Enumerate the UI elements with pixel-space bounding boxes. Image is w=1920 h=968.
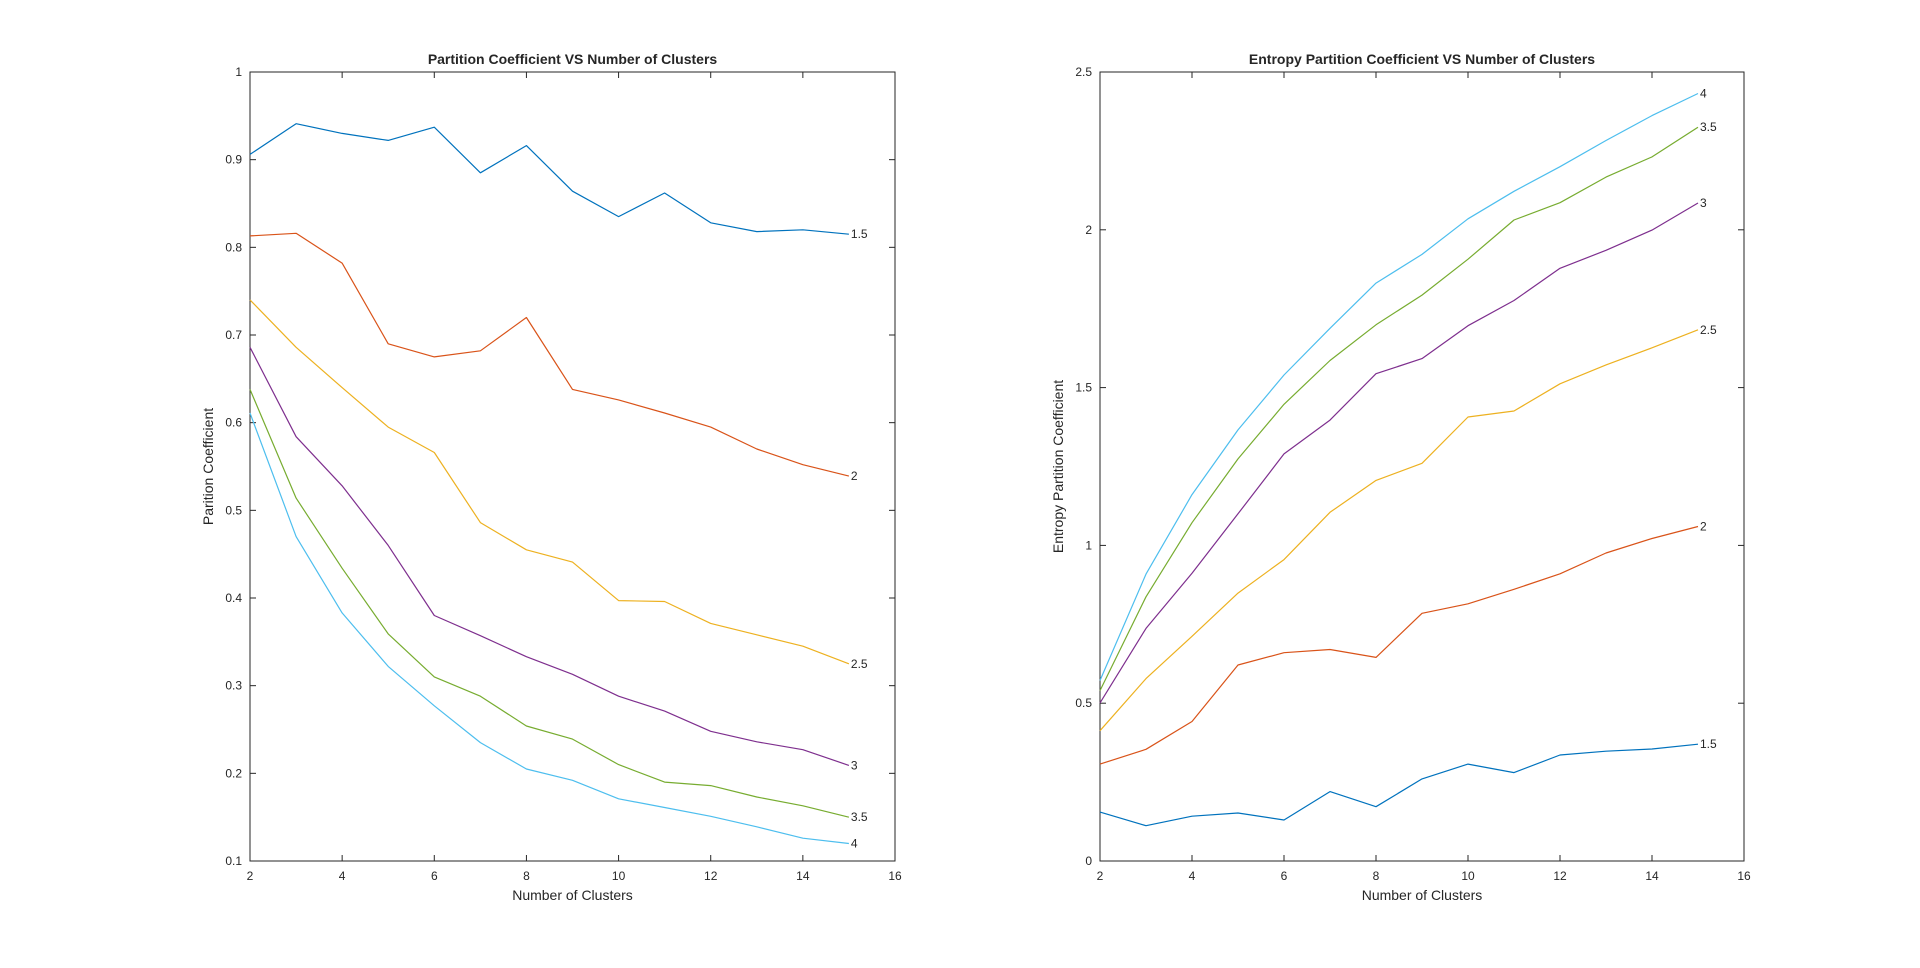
- chart-1-x-axis-label: Number of Clusters: [512, 887, 633, 903]
- chart-1-y-tick-label: 0.8: [225, 240, 242, 254]
- chart-2-series-label-3-5: 3.5: [1700, 120, 1717, 134]
- chart-2-x-tick-label: 4: [1189, 869, 1196, 883]
- chart-2-series-line-3-5: [1099, 126, 1699, 691]
- chart-2-x-tick-label: 16: [1737, 869, 1751, 883]
- chart-1-x-tick-label: 8: [523, 869, 530, 883]
- chart-2-series-label-2-5: 2.5: [1700, 323, 1717, 337]
- chart-1-y-tick-label: 0.4: [225, 591, 242, 605]
- chart-1-series-line-4: [249, 412, 849, 845]
- chart-1-axes: 2 4 6 8 10 12 14 160.10.20.30.40.50.60.70.80.91…: [200, 51, 902, 903]
- chart-2-title: Entropy Partition Coefficient VS Number …: [1249, 51, 1595, 67]
- chart-2-plot-box: [1099, 71, 1745, 862]
- chart-2-series-label-4: 4: [1700, 86, 1707, 100]
- chart-2-series-line-4: [1099, 92, 1699, 681]
- chart-1-x-tick-label: 14: [796, 869, 810, 883]
- chart-2-x-tick-label: 8: [1373, 869, 1380, 883]
- chart-2-y-tick-label: 2.5: [1075, 65, 1092, 79]
- chart-2-series-line-1-5: [1099, 743, 1699, 827]
- chart-2-x-tick-label: 6: [1281, 869, 1288, 883]
- chart-1-y-tick-label: 0.7: [225, 328, 242, 342]
- chart-1-title: Partition Coefficient VS Number of Clust…: [428, 51, 718, 67]
- chart-1-x-tick-label: 6: [431, 869, 438, 883]
- chart-2-y-axis-label: Entropy Partition Coefficient: [1050, 380, 1066, 553]
- chart-2-y-tick-label: 0: [1085, 854, 1092, 868]
- chart-1-x-tick-label: 4: [339, 869, 346, 883]
- chart-1-y-tick-label: 0.5: [225, 503, 242, 517]
- chart-1-series-line-3: [249, 347, 850, 766]
- chart-2-x-tick-label: 14: [1645, 869, 1659, 883]
- chart-1-series-label-3: 3: [851, 758, 858, 772]
- chart-1-y-tick-label: 0.2: [225, 766, 242, 780]
- chart-1-x-tick-label: 10: [612, 869, 626, 883]
- chart-2-y-tick-label: 0.5: [1075, 696, 1092, 710]
- chart-1-plot-box: [249, 71, 896, 862]
- chart-2-x-tick-label: 2: [1097, 869, 1104, 883]
- chart-1-series-label-3-5: 3.5: [851, 810, 868, 824]
- chart-1-y-tick-label: 0.3: [225, 679, 242, 693]
- chart-1-series-line-2-5: [249, 299, 850, 665]
- chart-1-series-line-1-5: [249, 123, 849, 235]
- chart-1-series-label-2: 2: [851, 469, 858, 483]
- chart-2-y-tick-label: 2: [1085, 223, 1092, 237]
- chart-1-y-axis-label: Parition Coefficient: [200, 408, 216, 525]
- chart-2-series-label-1-5: 1.5: [1700, 737, 1717, 751]
- chart-2-series-line-2-5: [1099, 329, 1699, 732]
- chart-1-series-line-3-5: [249, 389, 850, 818]
- chart-2-x-tick-label: 12: [1553, 869, 1567, 883]
- chart-2-series-label-3: 3: [1700, 196, 1707, 210]
- chart-1-x-tick-label: 2: [247, 869, 254, 883]
- chart-2-x-tick-label: 10: [1461, 869, 1475, 883]
- chart-1-y-tick-label: 0.6: [225, 416, 242, 430]
- chart-1-series-label-1-5: 1.5: [851, 227, 868, 241]
- chart-2-x-axis-label: Number of Clusters: [1362, 887, 1483, 903]
- chart-1-x-tick-label: 12: [704, 869, 718, 883]
- chart-1-series-label-2-5: 2.5: [851, 657, 868, 671]
- chart-2-series-line-3: [1099, 202, 1699, 704]
- chart-1-y-tick-label: 0.1: [225, 854, 242, 868]
- chart-1-x-tick-label: 16: [888, 869, 902, 883]
- chart-2-y-tick-label: 1.5: [1075, 381, 1092, 395]
- chart-2-y-tick-label: 1: [1085, 538, 1092, 552]
- chart-2-series-label-2: 2: [1700, 519, 1707, 533]
- chart-1-y-tick-label: 0.9: [225, 153, 242, 167]
- chart-1-series-line-2: [249, 232, 850, 477]
- chart-2-axes: 2 4 6 8 10 12 14 16 0 0.5 1 1.5 2 2.5 Entropy Partitio…: [1050, 51, 1751, 903]
- chart-2-series-line-2: [1099, 525, 1699, 765]
- chart-1-y-tick-label: 1: [235, 65, 242, 79]
- chart-1-series-label-4: 4: [851, 836, 858, 850]
